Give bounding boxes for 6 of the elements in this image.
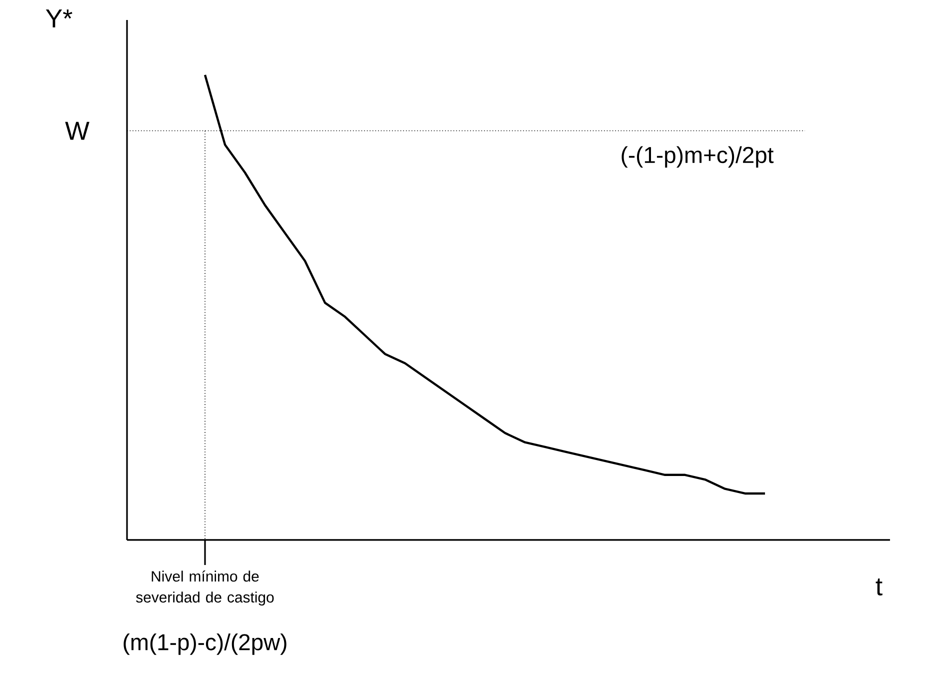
ref-line-label: W xyxy=(65,122,90,140)
text: t xyxy=(876,578,882,596)
text: (m(1-p)-c)/(2pw) xyxy=(124,634,286,655)
text: Y* xyxy=(46,9,72,28)
annotation: (-(1-p)m+c)/2pt xyxy=(622,146,774,168)
text: Nivel mínimo de severidad de castigo xyxy=(136,570,274,606)
